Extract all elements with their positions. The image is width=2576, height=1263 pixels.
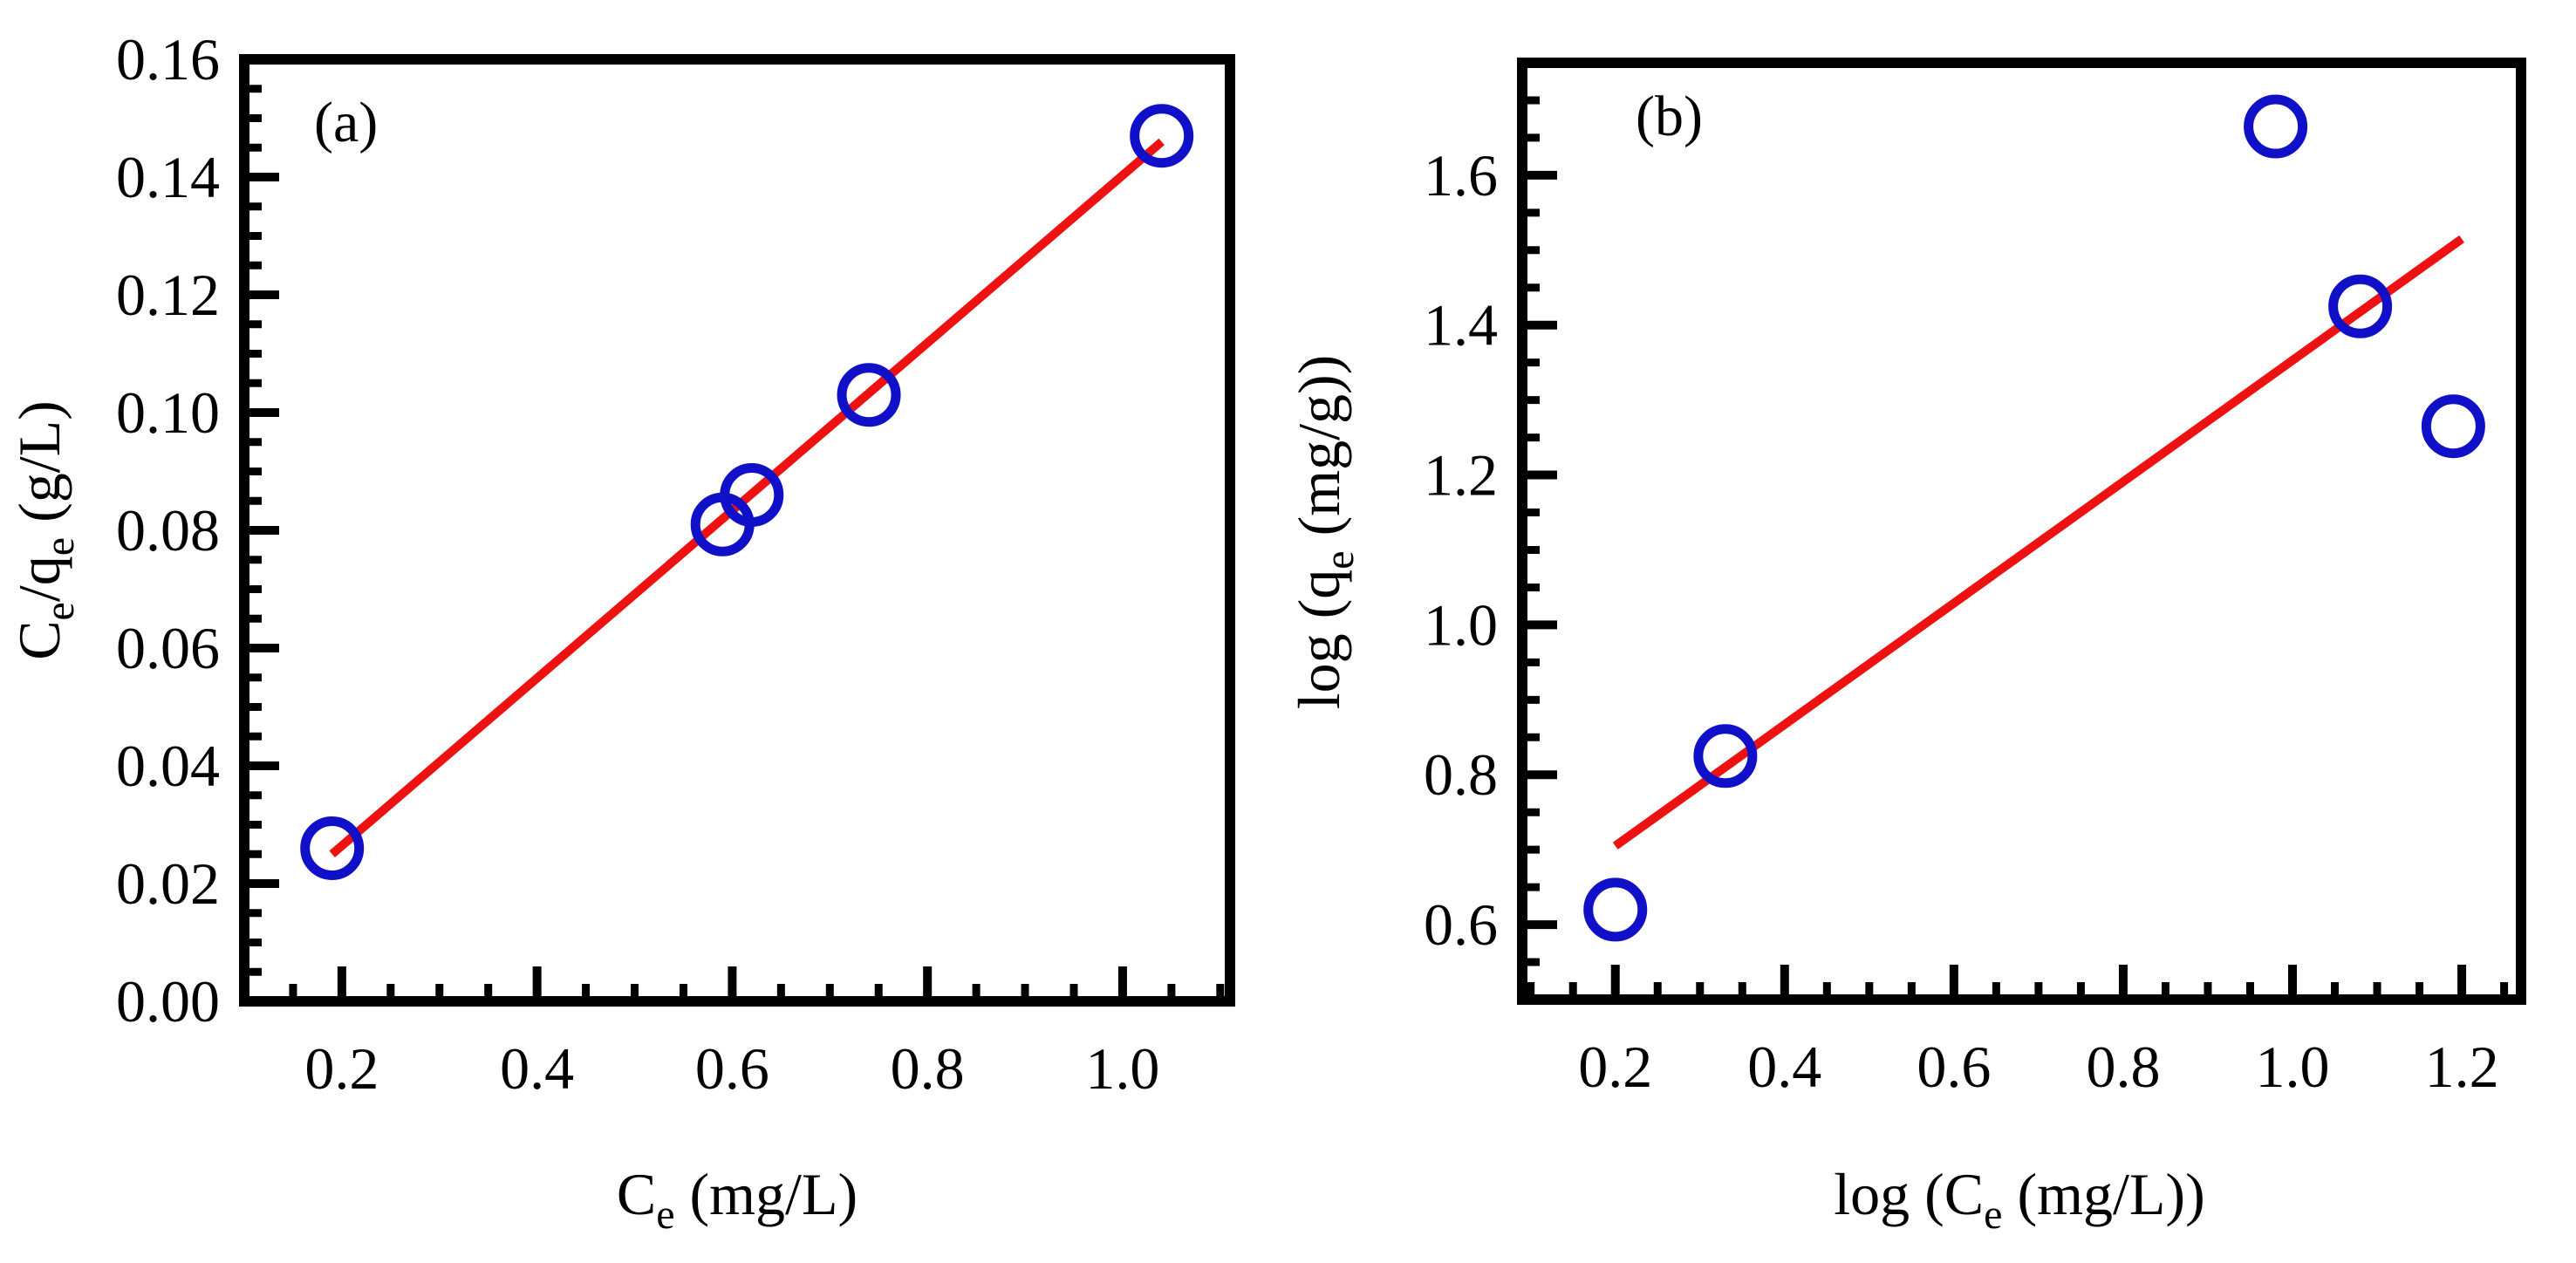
panel-b-x-tick-label: 1.2 [2425,1034,2499,1100]
panel-a-x-axis-label: Ce (mg/L) [617,1161,858,1238]
panel-b-y-tick-label: 1.2 [1424,442,1498,509]
panel-a-data-point [300,816,365,880]
panel-b-x-tick-labels: 0.2 0.4 0.6 0.8 1.0 1.2 [1578,1034,2498,1100]
panel-b-label: (b) [1636,85,1703,148]
panel-a-plot-frame [239,54,1235,1007]
panel-a-x-tick-label: 0.6 [695,1035,769,1102]
panel-b-fit-line [1612,235,2464,850]
panel-a-data-point [720,463,784,527]
panel-a-y-tick-label: 0.12 [116,262,220,328]
panel-b-x-tick-label: 1.0 [2256,1034,2330,1100]
panel-b-data-point [2244,94,2308,159]
panel-a-label: (a) [314,91,378,154]
panel-b-x-tick-label: 0.8 [2086,1034,2160,1100]
panel-b-minor-ticks [1522,96,2509,1000]
panel-a-y-tick-label: 0.06 [116,615,220,681]
panel-b-data-point [1583,877,1648,942]
panel-a-x-tick-label: 0.8 [891,1035,965,1102]
panel-b-data-point [2421,394,2485,459]
panel-b-y-tick-labels: 0.6 0.8 1.0 1.2 1.4 1.6 [1424,142,1498,958]
panel-b-y-tick-label: 1.0 [1424,591,1498,658]
panel-b-y-tick-label: 0.6 [1424,891,1498,958]
panel-a-major-ticks [244,55,1127,1006]
panel-b-data-point [2328,274,2393,338]
panel-b-x-axis-label: log (Ce (mg/L)) [1834,1161,2204,1238]
panel-b-chart: 0.2 0.4 0.6 0.8 1.0 1.2 0.6 0.8 1.0 1.2 1.4 1.6 (b… [1286,58,2526,1238]
panel-b-plot-frame [1517,58,2526,1005]
panel-b-y-tick-label: 1.6 [1424,142,1498,208]
panel-a-points-layer [300,104,1194,880]
panel-b-x-tick-label: 0.4 [1747,1034,1821,1100]
panel-a-data-point [837,363,901,427]
panel-a-x-tick-label: 1.0 [1085,1035,1159,1102]
panel-a-x-tick-label: 0.4 [500,1035,574,1102]
panel-a-y-tick-label: 0.16 [116,26,220,92]
panel-b-y-tick-label: 0.8 [1424,741,1498,808]
panel-a-x-tick-labels: 0.2 0.4 0.6 0.8 1.0 [304,1035,1159,1102]
panel-a-y-tick-label: 0.14 [116,144,220,210]
panel-b-fit-line-layer [1612,235,2464,850]
panel-a-fit-line-layer [329,138,1165,858]
panel-a-x-tick-label: 0.2 [304,1035,379,1102]
panel-b-x-tick-label: 0.6 [1917,1034,1991,1100]
panel-a-fit-line [329,138,1165,858]
panel-a-y-tick-label: 0.00 [116,968,220,1034]
panel-b-x-tick-label: 0.2 [1578,1034,1652,1100]
panel-a-y-tick-label: 0.02 [116,850,220,917]
panel-a-y-tick-label: 0.10 [116,379,220,446]
panel-a-y-tick-label: 0.04 [116,733,220,799]
panel-a-chart: 0.2 0.4 0.6 0.8 1.0 0.00 0.02 0.04 0.06 0.08 0.10… [6,26,1235,1238]
panel-a-y-tick-labels: 0.00 0.02 0.04 0.06 0.08 0.10 0.12 0.14 0.16 [116,26,220,1034]
panel-b-y-tick-label: 1.4 [1424,292,1498,358]
panel-b-points-layer [1583,94,2485,942]
panel-a-y-axis-label: Ce/qe (g/L) [6,400,83,660]
panel-b-major-ticks [1522,170,2467,1000]
panel-a-data-point [1130,104,1194,168]
panel-a-y-tick-label: 0.08 [116,497,220,563]
panel-b-data-point [1693,724,1758,789]
panel-b-y-axis-label: log (qe (mg/g)) [1286,355,1363,710]
